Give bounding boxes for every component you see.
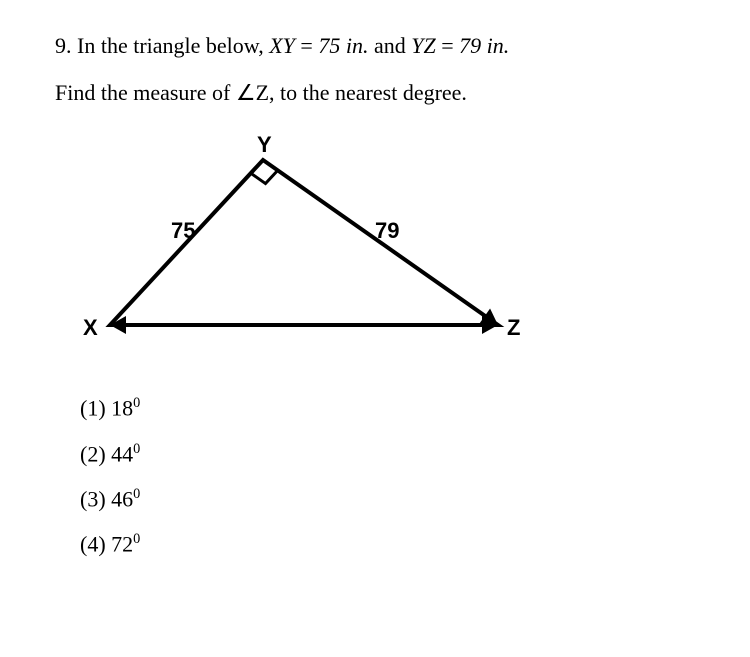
q-mid: and: [368, 33, 411, 58]
answer-options: (1) 180 (2) 440 (3) 460 (4) 720: [80, 393, 695, 560]
option-1-value: 18: [111, 396, 133, 421]
question-line-2: Find the measure of ∠Z, to the nearest d…: [55, 75, 695, 110]
option-2: (2) 440: [80, 439, 695, 470]
option-3-deg: 0: [133, 486, 140, 502]
question-number: 9.: [55, 33, 72, 58]
option-2-deg: 0: [133, 441, 140, 457]
option-4-deg: 0: [133, 531, 140, 547]
q-eq1: =: [295, 33, 318, 58]
q-l2-post: , to the nearest degree.: [269, 80, 467, 105]
svg-text:Z: Z: [507, 315, 520, 340]
option-4-value: 72: [111, 531, 133, 556]
q-l2-pre: Find the measure of: [55, 80, 236, 105]
option-3-value: 46: [111, 486, 133, 511]
option-4-label: (4): [80, 531, 106, 556]
option-1-label: (1): [80, 396, 106, 421]
q-text-1: In the triangle below,: [77, 33, 269, 58]
option-2-value: 44: [111, 441, 133, 466]
q-val2: 79 in.: [459, 33, 509, 58]
q-eq2: =: [436, 33, 459, 58]
option-4: (4) 720: [80, 529, 695, 560]
option-3: (3) 460: [80, 484, 695, 515]
option-1: (1) 180: [80, 393, 695, 424]
svg-text:79: 79: [375, 218, 399, 243]
q-var1: XY: [269, 33, 295, 58]
triangle-diagram: X Y Z 75 79: [75, 130, 695, 365]
svg-text:75: 75: [171, 218, 195, 243]
triangle-svg: X Y Z 75 79: [75, 130, 535, 360]
option-3-label: (3): [80, 486, 106, 511]
q-val1: 75 in.: [318, 33, 368, 58]
svg-text:X: X: [83, 315, 98, 340]
q-angle: ∠Z: [236, 80, 269, 105]
q-var2: YZ: [411, 33, 435, 58]
option-1-deg: 0: [133, 395, 140, 411]
question-line-1: 9. In the triangle below, XY = 75 in. an…: [55, 28, 695, 63]
option-2-label: (2): [80, 441, 106, 466]
svg-text:Y: Y: [257, 132, 272, 157]
